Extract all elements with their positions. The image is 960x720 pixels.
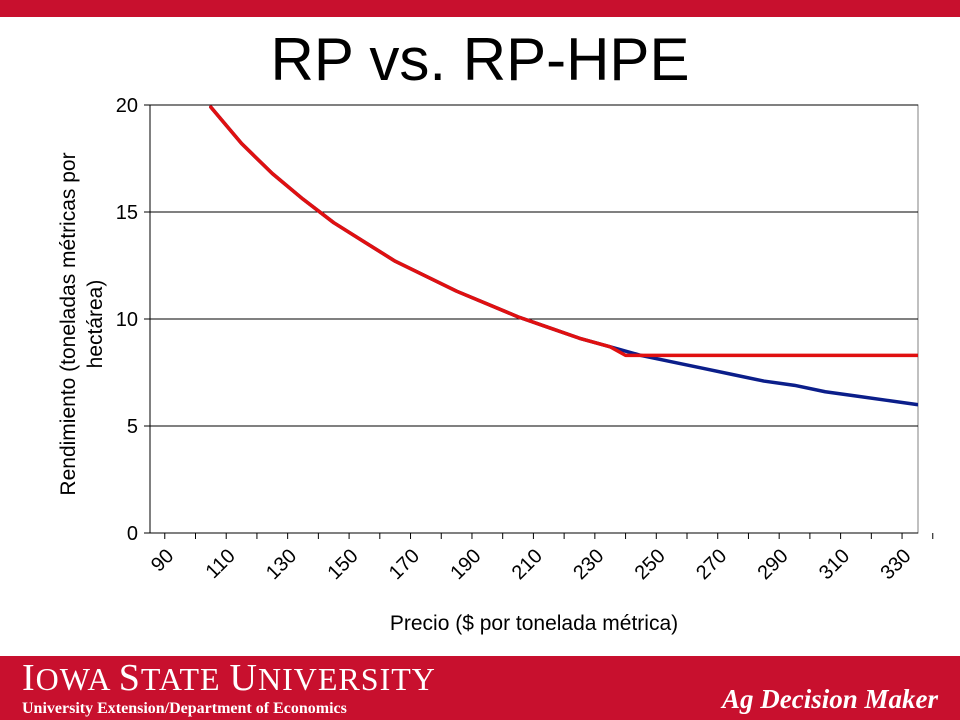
x-tick-label-8: 250 [631,545,670,584]
x-tick-label-11: 310 [815,545,854,584]
x-tick-label-9: 270 [692,545,731,584]
department-label: University Extension/Department of Econo… [22,700,347,717]
x-tick-label-10: 290 [754,545,793,584]
wordmark-initial-3: U [229,657,258,699]
x-tick-label-7: 230 [569,545,608,584]
wordmark-initial-1: I [22,657,36,699]
y-tick-label-3: 15 [116,202,138,224]
x-tick-label-5: 190 [446,545,485,584]
x-tick-label-0: 90 [147,545,178,576]
x-tick-label-4: 170 [385,545,424,584]
x-axis-title: Precio ($ por tonelada métrica) [390,612,678,635]
slide-title: RP vs. RP-HPE [270,26,690,93]
wordmark-rest-1: OWA [35,661,110,697]
wordmark-rest-2: TATE [140,661,221,697]
footer-bar: IOWA STATE UNIVERSITY University Extensi… [0,656,960,720]
x-tick-label-12: 330 [876,545,915,584]
x-tick-label-6: 210 [508,545,547,584]
tagline: Ag Decision Maker [722,684,938,714]
y-axis-title-line-0: Rendimiento (toneladas métricas por [57,152,80,495]
y-axis-title-line-1: hectárea) [84,280,107,369]
x-tick-label-2: 130 [262,545,301,584]
series-line-1 [209,105,918,358]
yield-price-chart: 0 5 10 15 20 90 110 130 150 170 190 210 230 250 270 290… [57,95,934,635]
wordmark-rest-3: NIVERSITY [258,661,436,697]
y-axis-title: Rendimiento (toneladas métricas por hectá… [57,152,107,495]
y-tick-label-4: 20 [116,95,138,117]
y-tick-label-0: 0 [127,523,138,545]
y-tick-label-1: 5 [127,416,138,438]
top-accent-bar [0,0,960,17]
x-tick-label-3: 150 [323,545,362,584]
x-tick-label-1: 110 [202,545,240,583]
university-wordmark: IOWA STATE UNIVERSITY [22,658,436,699]
y-tick-label-2: 10 [116,309,138,331]
wordmark-initial-2: S [118,657,141,699]
